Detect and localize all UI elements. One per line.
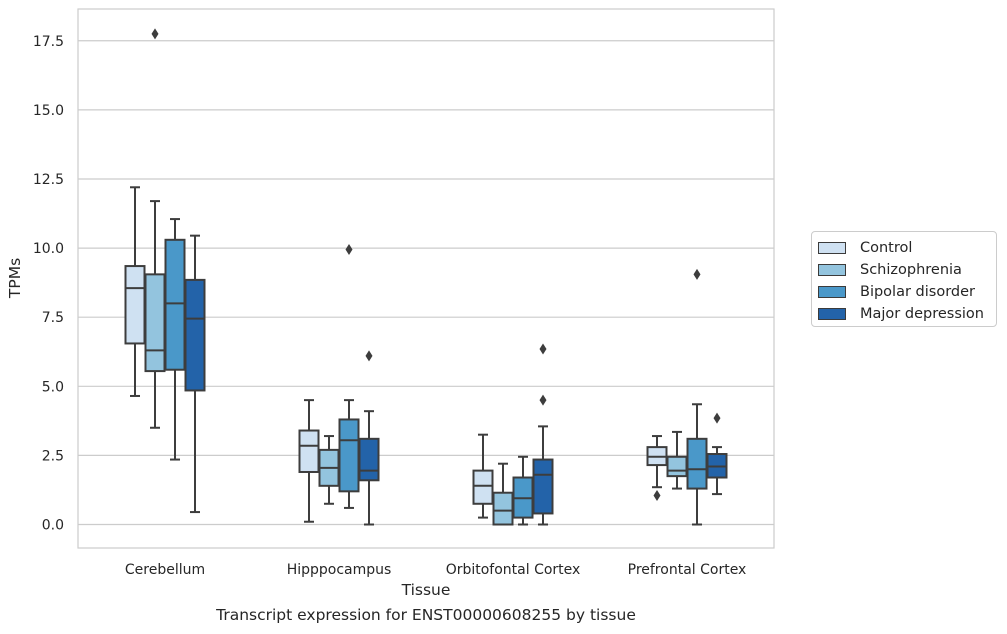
box-iqr (666, 455, 688, 478)
legend-swatch-bipolar-disorder (818, 286, 846, 298)
x-tick-label-hipppocampus: Hipppocampus (287, 562, 392, 578)
box-schizophrenia-prefrontal-cortex (666, 430, 688, 490)
legend-item-control: Control (818, 237, 996, 259)
legend-item-major-depression: Major depression (818, 303, 996, 325)
box-bipolar-disorder-hipppocampus (338, 243, 360, 509)
legend-item-bipolar-disorder: Bipolar disorder (818, 281, 996, 303)
box-control-hipppocampus (298, 399, 320, 523)
box-bipolar-disorder-orbitofontal-cortex (512, 455, 534, 526)
series-schizophrenia (144, 28, 688, 526)
box-control-orbitofontal-cortex (472, 433, 494, 519)
box-major-depression-hipppocampus (358, 350, 380, 526)
legend-label-major-depression: Major depression (860, 306, 984, 322)
y-tick-label: 12.5 (33, 172, 64, 188)
outlier-point (539, 394, 547, 406)
series-major-depression (184, 234, 728, 526)
legend-swatch-major-depression (818, 308, 846, 320)
series-bipolar-disorder (164, 218, 708, 526)
legend: Control Schizophrenia Bipolar disorder M… (811, 231, 997, 327)
outlier-point (365, 350, 373, 362)
y-tick-label: 2.5 (42, 448, 64, 464)
legend-swatch-schizophrenia (818, 264, 846, 276)
box-iqr (492, 491, 514, 526)
box-iqr (532, 458, 554, 515)
series-control (124, 186, 668, 523)
outlier-point (713, 412, 721, 424)
box-schizophrenia-orbitofontal-cortex (492, 462, 514, 526)
box-iqr (298, 429, 320, 473)
legend-swatch-control (818, 242, 846, 254)
legend-label-bipolar-disorder: Bipolar disorder (860, 284, 975, 300)
y-tick-label: 7.5 (42, 310, 64, 326)
outlier-point (539, 343, 547, 355)
box-schizophrenia-hipppocampus (318, 435, 340, 505)
box-iqr (686, 437, 708, 490)
y-tick-label: 15.0 (33, 103, 64, 119)
plot-area-frame (77, 8, 775, 549)
outlier-point (151, 28, 159, 40)
x-tick-label-prefrontal-cortex: Prefrontal Cortex (628, 562, 747, 578)
y-axis-label: TPMs (6, 258, 24, 299)
y-tick-label: 0.0 (42, 518, 64, 534)
box-iqr (358, 437, 380, 482)
y-tick-label: 10.0 (33, 241, 64, 257)
x-axis-label: Tissue (401, 581, 451, 599)
outlier-point (653, 489, 661, 501)
box-iqr (338, 418, 360, 493)
x-axis-ticks: Cerebellum Hipppocampus Orbitofontal Corte… (125, 562, 746, 578)
box-iqr (144, 273, 166, 373)
box-major-depression-prefrontal-cortex (706, 412, 728, 496)
box-control-cerebellum (124, 186, 146, 397)
legend-item-schizophrenia: Schizophrenia (818, 259, 996, 281)
box-series-layer (124, 28, 728, 526)
box-bipolar-disorder-cerebellum (164, 218, 186, 461)
box-major-depression-cerebellum (184, 234, 206, 514)
x-tick-label-cerebellum: Cerebellum (125, 562, 205, 578)
y-axis-ticks: 0.0 2.5 5.0 7.5 10.0 12.5 15.0 17.5 (33, 34, 64, 534)
outlier-point (693, 268, 701, 280)
y-tick-label: 5.0 (42, 379, 64, 395)
box-iqr (472, 469, 494, 505)
box-iqr (124, 265, 146, 345)
legend-label-schizophrenia: Schizophrenia (860, 262, 962, 278)
box-bipolar-disorder-prefrontal-cortex (686, 268, 708, 526)
figure-caption: Transcript expression for ENST0000060825… (216, 606, 636, 624)
box-iqr (184, 278, 206, 392)
box-major-depression-orbitofontal-cortex (532, 343, 554, 526)
box-schizophrenia-cerebellum (144, 28, 166, 429)
box-control-prefrontal-cortex (646, 435, 668, 501)
box-iqr (164, 238, 186, 371)
legend-label-control: Control (860, 240, 913, 256)
x-tick-label-orbitofontal-cortex: Orbitofontal Cortex (446, 562, 581, 578)
y-tick-label: 17.5 (33, 34, 64, 50)
outlier-point (345, 243, 353, 255)
